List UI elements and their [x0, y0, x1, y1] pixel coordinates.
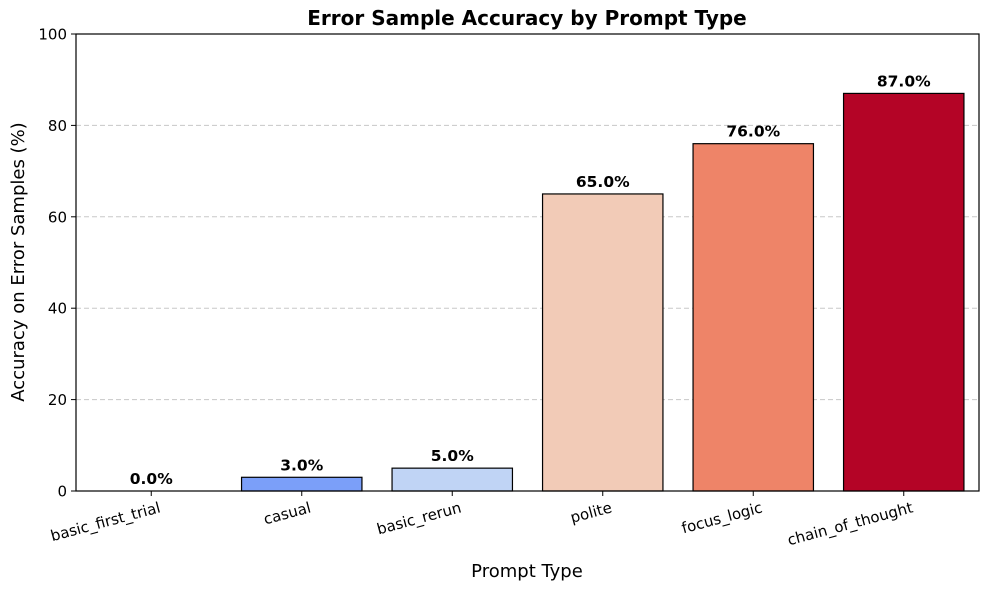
- data-label-basic_first_trial: 0.0%: [130, 470, 173, 488]
- y-axis-label: Accuracy on Error Samples (%): [8, 122, 29, 401]
- gridlines: [76, 124, 979, 401]
- x-tick-label: focus_logic: [680, 498, 765, 538]
- x-tick-label: polite: [568, 498, 613, 526]
- bars: [240, 92, 965, 492]
- y-tick-label: 40: [48, 300, 67, 318]
- data-label-chain_of_thought: 87.0%: [877, 72, 931, 90]
- bar-polite: [541, 193, 664, 492]
- data-label-casual: 3.0%: [280, 456, 323, 474]
- y-tick-label: 0: [57, 483, 67, 501]
- data-label-focus_logic: 76.0%: [726, 123, 780, 141]
- y-tick-label: 100: [38, 26, 67, 44]
- data-label-basic_rerun: 5.0%: [431, 447, 474, 465]
- x-axis-ticks: basic_first_trial casual basic_rerun polite…: [49, 491, 915, 550]
- data-label-polite: 65.0%: [576, 173, 630, 191]
- bar-basic_rerun: [391, 467, 514, 492]
- bar-focus_logic: [692, 143, 815, 492]
- bar-casual: [240, 476, 363, 492]
- y-axis-ticks: 0 20 40 60 80 100: [38, 26, 76, 501]
- x-tick-label: basic_rerun: [375, 498, 464, 539]
- y-tick-label: 20: [48, 391, 67, 409]
- plot-frame: [75, 33, 980, 492]
- bar-chain_of_thought: [842, 92, 965, 492]
- x-tick-label: chain_of_thought: [785, 498, 915, 550]
- chart-title: Error Sample Accuracy by Prompt Type: [307, 6, 746, 30]
- x-tick-label: casual: [262, 498, 313, 528]
- y-tick-label: 80: [48, 117, 67, 135]
- x-axis-label: Prompt Type: [471, 561, 583, 582]
- x-tick-label: basic_first_trial: [49, 498, 163, 546]
- y-tick-label: 60: [48, 208, 67, 226]
- data-labels: 0.0% 3.0% 5.0% 65.0% 76.0% 87.0%: [130, 72, 931, 488]
